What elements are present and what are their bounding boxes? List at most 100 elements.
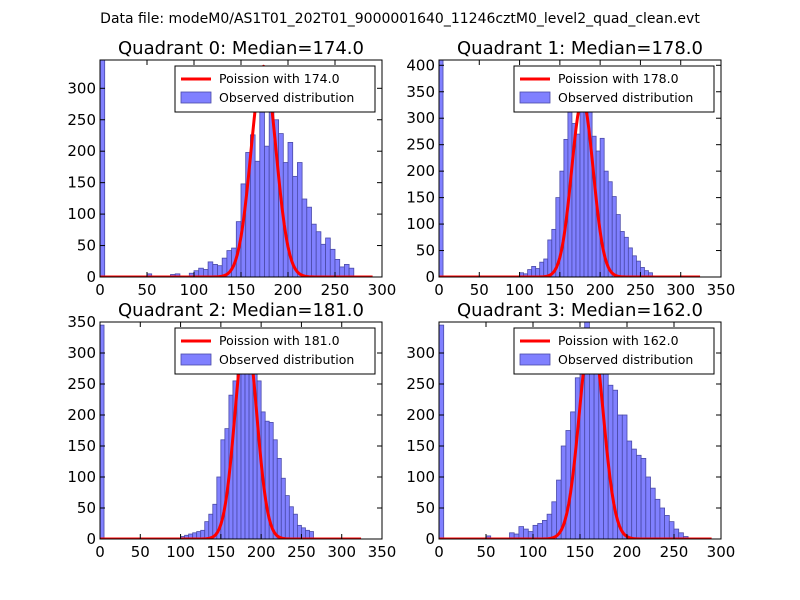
x-tick-label: 150 xyxy=(227,281,256,299)
legend-poisson-label: Poission with 178.0 xyxy=(558,71,679,86)
y-tick-label: 0 xyxy=(86,530,96,548)
y-tick-label: 300 xyxy=(67,344,96,362)
histogram-bar xyxy=(259,111,265,277)
panel-quadrant-0: 0 50 100 150 200 250 300 0 50 100 150 200 250 300 Quad… xyxy=(67,38,396,299)
legend-box xyxy=(174,65,376,113)
histogram-bar xyxy=(343,264,350,277)
histogram-bar xyxy=(284,495,290,539)
x-tick-label: 100 xyxy=(505,281,534,299)
histogram-bar xyxy=(615,214,621,277)
figure-suptitle: Data file: modeM0/AS1T01_202T01_90000016… xyxy=(100,11,700,27)
histogram-bar xyxy=(645,476,651,539)
histogram-bar xyxy=(325,237,331,277)
x-tick-label: 50 xyxy=(476,543,495,561)
legend-observed-label: Observed distribution xyxy=(219,352,354,367)
histogram-bar xyxy=(611,196,617,277)
histogram-bar xyxy=(547,239,553,277)
histogram-bar xyxy=(619,231,625,277)
panel-title: Quadrant 1: Median=178.0 xyxy=(457,38,703,59)
histogram-bar xyxy=(100,60,106,277)
histogram-bar xyxy=(439,60,444,277)
y-tick-label: 350 xyxy=(406,83,435,101)
legend-box xyxy=(174,327,376,375)
y-tick-label: 250 xyxy=(67,111,96,129)
x-tick-label: 100 xyxy=(180,281,209,299)
histogram-bar xyxy=(311,223,317,277)
histogram-bar xyxy=(626,440,633,539)
histogram-bar xyxy=(306,206,312,277)
histogram-bar xyxy=(575,133,581,277)
histogram-bar xyxy=(276,457,282,539)
panel-quadrant-1: 0 50 100 150 200 250 300 350 0 50 100 150 200 250 300 3… xyxy=(406,38,735,299)
histogram-bar xyxy=(329,248,336,277)
x-tick-label: 0 xyxy=(95,281,105,299)
legend-poisson-label: Poission with 162.0 xyxy=(558,333,679,348)
x-tick-label: 150 xyxy=(546,281,575,299)
histogram-bar xyxy=(240,352,246,539)
y-tick-label: 200 xyxy=(406,406,435,424)
histogram-bar xyxy=(551,501,557,539)
poisson-curve xyxy=(439,329,712,539)
panel-quadrant-3: 0 50 100 150 200 250 300 0 50 100 150 200 250 300 Quad… xyxy=(406,300,735,561)
x-tick-label: 150 xyxy=(207,543,236,561)
poisson-curve xyxy=(100,330,362,539)
y-tick-label: 350 xyxy=(67,313,96,331)
histogram-bar xyxy=(654,498,661,539)
x-tick-label: 250 xyxy=(321,281,350,299)
poisson-curve xyxy=(439,98,701,277)
histogram-bar xyxy=(254,160,261,277)
x-tick-label: 50 xyxy=(131,543,150,561)
x-tick-label: 200 xyxy=(586,281,615,299)
y-tick-label: 50 xyxy=(77,499,96,517)
y-tick-label: 200 xyxy=(67,142,96,160)
y-tick-label: 0 xyxy=(425,530,435,548)
x-tick-label: 350 xyxy=(707,281,736,299)
histogram-bar xyxy=(301,527,306,539)
histogram-bar xyxy=(559,170,565,277)
histogram-bar xyxy=(539,261,545,277)
y-tick-label: 250 xyxy=(406,375,435,393)
y-tick-label: 50 xyxy=(416,242,435,260)
histogram-bar xyxy=(627,247,633,277)
histogram-bar xyxy=(589,346,595,539)
x-tick-label: 0 xyxy=(95,543,105,561)
histogram-bar xyxy=(208,513,214,539)
histogram-bar xyxy=(623,236,629,277)
legend-observed-label: Observed distribution xyxy=(558,90,693,105)
y-tick-label: 300 xyxy=(67,79,96,97)
histogram-bar xyxy=(579,107,585,277)
histogram-bar xyxy=(631,255,637,277)
x-tick-label: 0 xyxy=(434,281,444,299)
x-tick-label: 300 xyxy=(368,281,397,299)
histogram-bar xyxy=(301,198,308,277)
x-tick-label: 300 xyxy=(666,281,695,299)
histogram-bar xyxy=(315,231,322,277)
x-tick-label: 300 xyxy=(707,543,736,561)
histogram-bar xyxy=(264,145,270,277)
histogram-bar xyxy=(292,513,298,539)
legend-observed-label: Observed distribution xyxy=(219,90,354,105)
histogram-bar xyxy=(664,515,670,539)
histogram-bar xyxy=(320,243,326,277)
histogram-bar xyxy=(288,506,294,539)
y-tick-label: 150 xyxy=(67,437,96,455)
plot-area xyxy=(100,60,373,277)
histogram-bar xyxy=(334,258,341,277)
histogram-bar xyxy=(636,454,642,539)
legend-bar-swatch xyxy=(180,353,212,366)
histogram-bar xyxy=(531,266,537,277)
x-tick-label: 100 xyxy=(519,543,548,561)
legend-bar-swatch xyxy=(519,91,551,104)
x-tick-label: 300 xyxy=(327,543,356,561)
panel-title: Quadrant 3: Median=162.0 xyxy=(457,300,703,321)
histogram-bar xyxy=(348,267,355,277)
histogram-bar xyxy=(631,448,637,539)
y-tick-label: 150 xyxy=(406,189,435,207)
histogram-bar xyxy=(537,523,543,539)
histogram-bar xyxy=(542,520,548,539)
y-tick-label: 200 xyxy=(67,406,96,424)
y-tick-label: 250 xyxy=(67,375,96,393)
legend-observed-label: Observed distribution xyxy=(558,352,693,367)
histogram-bar xyxy=(518,526,525,539)
